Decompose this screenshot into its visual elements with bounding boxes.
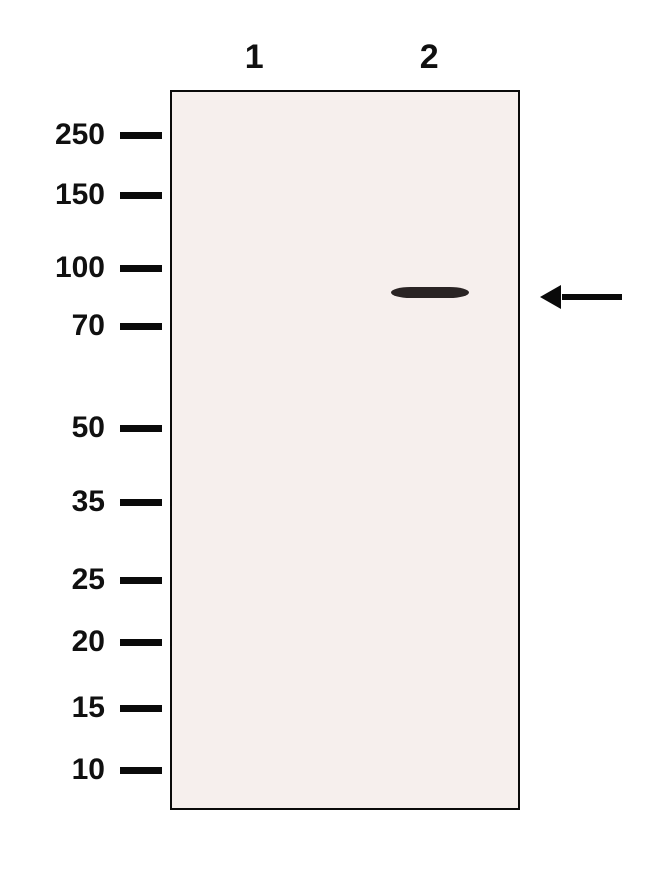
blot-membrane (170, 90, 520, 810)
mw-label-35: 35 (0, 485, 105, 519)
mw-tick-25 (120, 577, 162, 584)
mw-label-70: 70 (0, 309, 105, 343)
mw-tick-150 (120, 192, 162, 199)
mw-tick-100 (120, 265, 162, 272)
band-indicator-arrow-head (540, 285, 561, 309)
mw-tick-50 (120, 425, 162, 432)
mw-label-15: 15 (0, 691, 105, 725)
lane-label-2: 2 (420, 38, 439, 77)
lane-label-1: 1 (245, 38, 264, 77)
mw-tick-70 (120, 323, 162, 330)
mw-tick-35 (120, 499, 162, 506)
mw-tick-15 (120, 705, 162, 712)
mw-tick-250 (120, 132, 162, 139)
mw-label-150: 150 (0, 178, 105, 212)
mw-label-10: 10 (0, 753, 105, 787)
mw-label-20: 20 (0, 625, 105, 659)
mw-tick-10 (120, 767, 162, 774)
western-blot-figure: 1 2 250 150 100 70 50 35 25 20 15 10 (0, 0, 650, 870)
mw-label-25: 25 (0, 563, 105, 597)
mw-label-250: 250 (0, 118, 105, 152)
mw-tick-20 (120, 639, 162, 646)
mw-label-50: 50 (0, 411, 105, 445)
protein-band-0 (391, 287, 469, 298)
band-indicator-arrow-shaft (562, 294, 622, 300)
mw-label-100: 100 (0, 251, 105, 285)
